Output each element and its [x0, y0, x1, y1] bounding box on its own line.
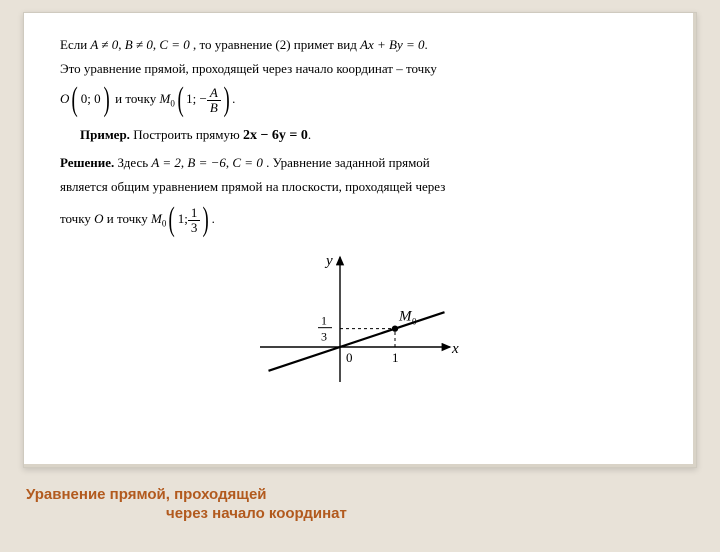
svg-text:0: 0	[346, 350, 353, 365]
den: B	[207, 101, 221, 115]
vals: 0; 0	[81, 91, 101, 106]
chart-container: yx0113M0	[60, 247, 660, 402]
para-desc: Это уравнение прямой, проходящей через н…	[60, 59, 660, 79]
val-B: B = −6	[187, 155, 226, 170]
para-solution-1: Решение. Здесь A = 2, B = −6, C = 0 . Ур…	[60, 153, 660, 173]
svg-text:0: 0	[412, 317, 417, 327]
para-condition: Если A ≠ 0, B ≠ 0, C = 0 , то уравнение …	[60, 35, 660, 55]
solution-label: Решение.	[60, 155, 114, 170]
txt: и точку	[115, 91, 159, 106]
den: 3	[188, 221, 201, 235]
example-eq: 2x − 6y = 0	[243, 128, 308, 143]
frac-13: 13	[188, 206, 201, 235]
svg-text:1: 1	[321, 314, 327, 328]
pt-O-2: O	[94, 211, 103, 226]
paren: (	[72, 83, 78, 117]
dot: .	[232, 91, 235, 106]
content-body: Если A ≠ 0, B ≠ 0, C = 0 , то уравнение …	[60, 31, 660, 402]
title-line-2: через начало координат	[26, 505, 347, 524]
title-line-1: Уравнение прямой, проходящей	[26, 486, 347, 505]
num: A	[207, 86, 221, 101]
paren: (	[169, 203, 175, 237]
paren: )	[203, 203, 209, 237]
txt: . Уравнение заданной прямой	[266, 155, 430, 170]
dot: .	[212, 211, 215, 226]
para-solution-2: является общим уравнением прямой на плос…	[60, 177, 660, 197]
svg-text:M: M	[398, 309, 413, 325]
paren: (	[177, 83, 183, 117]
txt: Построить прямую	[133, 127, 243, 142]
val-C: C = 0	[232, 155, 262, 170]
para-solution-3: точку O и точку M0(1;13).	[60, 203, 660, 237]
pt-M0: M	[159, 91, 170, 106]
cond-c: C = 0	[159, 37, 189, 52]
pt-M0-paren: (1; −AB)	[175, 83, 232, 117]
svg-text:y: y	[324, 253, 333, 269]
frac-AB: AB	[207, 86, 221, 115]
example-label: Пример.	[80, 127, 130, 142]
num: 1	[188, 206, 201, 221]
paren: )	[103, 83, 109, 117]
vals: 1; −	[186, 91, 207, 106]
val-A: A = 2	[151, 155, 180, 170]
line-through-origin-chart: yx0113M0	[250, 247, 470, 397]
pt-O: O	[60, 91, 69, 106]
svg-text:x: x	[451, 341, 459, 357]
dot: .	[425, 37, 428, 52]
paren: )	[223, 83, 229, 117]
txt: , то уравнение (2) примет вид	[193, 37, 360, 52]
txt: и точку	[107, 211, 151, 226]
content-card: Если A ≠ 0, B ≠ 0, C = 0 , то уравнение …	[23, 12, 697, 468]
cond-a: A ≠ 0	[90, 37, 118, 52]
svg-text:1: 1	[392, 350, 399, 365]
txt: Здесь	[118, 155, 152, 170]
eq-form: Ax + By = 0	[360, 37, 424, 52]
pt-O-paren: (0; 0)	[69, 83, 112, 117]
slide-title: Уравнение прямой, проходящей через начал…	[26, 486, 347, 524]
dot: .	[308, 127, 311, 142]
para-example: Пример. Построить прямую 2x − 6y = 0.	[60, 125, 660, 147]
txt: точку	[60, 211, 94, 226]
cond-b: B ≠ 0	[125, 37, 153, 52]
svg-text:3: 3	[321, 330, 327, 344]
pt-M0-2: M	[151, 211, 162, 226]
para-points: O(0; 0) и точку M0(1; −AB).	[60, 83, 660, 117]
pt-M0-paren-2: (1;13)	[166, 203, 211, 237]
vals: 1;	[178, 211, 188, 226]
txt: Если	[60, 37, 90, 52]
